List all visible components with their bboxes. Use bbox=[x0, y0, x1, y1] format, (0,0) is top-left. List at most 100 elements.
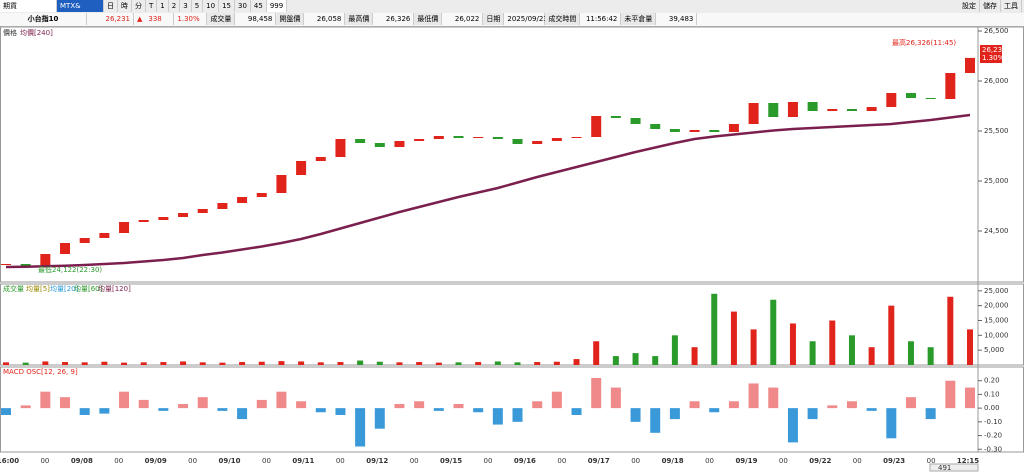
candle bbox=[237, 197, 248, 203]
macd-bar bbox=[20, 405, 31, 409]
tool-button[interactable]: 儲存 bbox=[980, 0, 1001, 12]
macd-bar bbox=[1, 408, 11, 415]
x-label: 00 bbox=[410, 457, 419, 465]
macd-bar bbox=[532, 401, 543, 409]
tool-button[interactable]: 工具 bbox=[1001, 0, 1022, 12]
macd-bar bbox=[178, 404, 189, 409]
legend-average: 均量[20] bbox=[50, 284, 79, 293]
period-button[interactable]: 分 bbox=[132, 0, 146, 12]
volume-bar bbox=[652, 356, 659, 365]
macd-bar bbox=[846, 401, 857, 409]
volume-bar bbox=[475, 362, 482, 365]
macd-bar bbox=[473, 408, 484, 413]
candle bbox=[768, 103, 779, 117]
tool-button[interactable]: 設定 bbox=[959, 0, 980, 12]
macd-bar bbox=[138, 399, 149, 409]
x-label: 00 bbox=[114, 457, 123, 465]
candle bbox=[669, 129, 680, 132]
market-select[interactable]: 期貨 bbox=[0, 0, 57, 12]
field-value: 98,458 bbox=[235, 13, 277, 25]
macd-bar bbox=[492, 408, 503, 425]
field-value: 26,326 bbox=[373, 13, 415, 25]
volume-bar bbox=[789, 323, 796, 365]
candle bbox=[886, 93, 897, 107]
ma-line bbox=[5, 113, 971, 269]
candle bbox=[453, 136, 464, 138]
candle bbox=[473, 137, 484, 138]
x-label: 12:15 bbox=[957, 457, 979, 465]
x-label: 09/15 bbox=[440, 457, 462, 465]
macd-bar bbox=[827, 405, 838, 409]
macd-bar bbox=[99, 408, 110, 414]
candle bbox=[925, 98, 936, 99]
field-value: 26,058 bbox=[304, 13, 346, 25]
x-label: 09/11 bbox=[292, 457, 314, 465]
y-tick-label: 0.10 bbox=[984, 390, 1000, 398]
period-button[interactable]: 45 bbox=[251, 0, 267, 12]
period-button[interactable]: 10 bbox=[203, 0, 220, 12]
count-input[interactable]: 999 bbox=[266, 0, 288, 12]
candle bbox=[414, 139, 425, 141]
candle bbox=[846, 109, 857, 111]
y-tick-label: 10,000 bbox=[984, 331, 1009, 339]
legend-volume: 成交量 bbox=[3, 284, 24, 293]
field-value: 26,022 bbox=[442, 13, 484, 25]
volume-bar bbox=[632, 353, 639, 365]
last-pct-tag: 1.30% bbox=[982, 54, 1005, 62]
period-button[interactable]: 1 bbox=[157, 0, 169, 12]
period-button[interactable]: T bbox=[146, 0, 158, 12]
toolbar-right: 設定 儲存 工具 bbox=[959, 0, 1022, 13]
period-button[interactable]: 日 bbox=[104, 0, 118, 12]
field-label: 開盤價 bbox=[276, 13, 305, 25]
macd-bar bbox=[748, 383, 759, 409]
y-tick-label: 20,000 bbox=[984, 302, 1009, 310]
y-tick-label: 5,000 bbox=[984, 346, 1004, 354]
volume-bar bbox=[868, 347, 875, 365]
volume-bar bbox=[711, 293, 718, 365]
candle bbox=[20, 264, 31, 266]
macd-bar bbox=[925, 408, 936, 420]
x-label: 00 bbox=[262, 457, 271, 465]
period-button[interactable]: 時 bbox=[118, 0, 132, 12]
symbol-select[interactable]: MTX& bbox=[57, 0, 104, 12]
period-button[interactable]: 30 bbox=[235, 0, 251, 12]
candle bbox=[355, 139, 366, 143]
x-label: 00 bbox=[927, 457, 936, 465]
volume-bar bbox=[534, 362, 541, 365]
candle bbox=[787, 102, 798, 117]
x-label: 09/16 bbox=[514, 457, 536, 465]
macd-bar bbox=[630, 408, 641, 422]
legend-average: 均量[60] bbox=[74, 284, 103, 293]
x-label: 00 bbox=[336, 457, 345, 465]
candle bbox=[394, 141, 405, 147]
period-button[interactable]: 15 bbox=[219, 0, 235, 12]
candle bbox=[296, 161, 307, 175]
field-label: 成交量 bbox=[207, 13, 236, 25]
macd-bar bbox=[315, 408, 326, 413]
candle bbox=[335, 139, 346, 157]
volume-bar bbox=[494, 361, 501, 365]
candle bbox=[709, 130, 720, 132]
candle bbox=[374, 143, 385, 147]
volume-bar bbox=[848, 335, 855, 365]
field-label: 日期 bbox=[483, 13, 505, 25]
field-value: 11:56:42 bbox=[580, 13, 622, 25]
x-label: 00 bbox=[188, 457, 197, 465]
x-label: 09/22 bbox=[809, 457, 831, 465]
change-pct: 1.30% bbox=[174, 13, 208, 25]
x-label: 09/08 bbox=[71, 457, 93, 465]
volume-bar bbox=[770, 299, 777, 365]
scrollbar[interactable] bbox=[929, 463, 979, 472]
period-button[interactable]: 5 bbox=[192, 0, 204, 12]
candle bbox=[827, 109, 838, 111]
candle bbox=[138, 220, 149, 222]
period-button[interactable]: 3 bbox=[180, 0, 192, 12]
macd-bar bbox=[787, 408, 798, 443]
toolbar: 期貨 MTX& 日時分 T 1 2 3 5 10 15 30 45 999 設定 儲存 工具 bbox=[0, 0, 1024, 14]
volume-bar bbox=[947, 296, 954, 365]
macd-bar bbox=[905, 397, 916, 409]
period-button[interactable]: 2 bbox=[169, 0, 181, 12]
candle bbox=[256, 193, 267, 197]
macd-title: MACD OSC[12, 26, 9] bbox=[3, 368, 78, 376]
